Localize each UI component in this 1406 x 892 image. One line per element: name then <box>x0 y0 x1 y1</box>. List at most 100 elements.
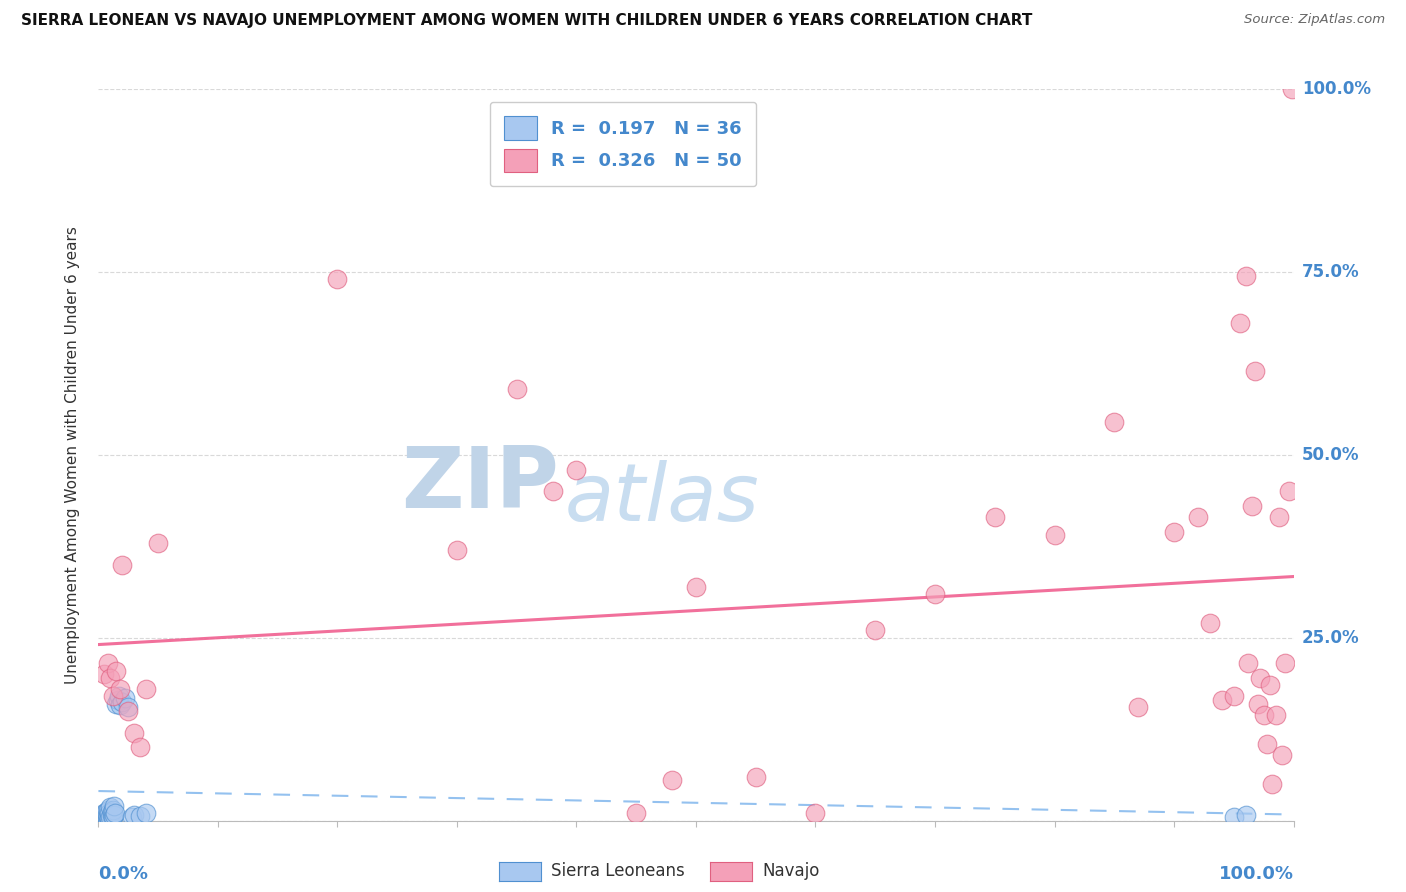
Point <box>98 671 122 685</box>
Point <box>103 799 125 814</box>
Point <box>1271 747 1294 762</box>
Y-axis label: Unemployment Among Women with Children Under 6 years: Unemployment Among Women with Children U… <box>65 226 80 684</box>
Point <box>91 811 114 825</box>
Point <box>1043 528 1066 542</box>
Point <box>1211 693 1233 707</box>
Point <box>1102 415 1125 429</box>
Text: 50.0%: 50.0% <box>1302 446 1360 464</box>
Text: 0.0%: 0.0% <box>98 864 149 882</box>
Point <box>124 726 146 740</box>
Point <box>1163 524 1185 539</box>
Text: SIERRA LEONEAN VS NAVAJO UNEMPLOYMENT AMONG WOMEN WITH CHILDREN UNDER 6 YEARS CO: SIERRA LEONEAN VS NAVAJO UNEMPLOYMENT AM… <box>21 13 1032 29</box>
Point <box>1264 707 1286 722</box>
Point <box>98 806 121 821</box>
Point <box>117 704 139 718</box>
Text: Sierra Leoneans: Sierra Leoneans <box>551 863 685 880</box>
Point <box>135 806 157 821</box>
Point <box>804 806 827 821</box>
Point <box>114 690 136 705</box>
Point <box>93 667 115 681</box>
Point <box>1281 82 1303 96</box>
Point <box>98 811 121 825</box>
Point <box>745 770 768 784</box>
Point <box>1187 510 1209 524</box>
Point <box>101 690 124 704</box>
Point <box>90 812 112 826</box>
Point <box>96 811 118 825</box>
Point <box>93 810 115 824</box>
Point <box>93 806 115 821</box>
Point <box>148 535 170 549</box>
Point <box>117 700 139 714</box>
Point <box>1244 364 1267 378</box>
Point <box>108 698 131 712</box>
Point <box>129 740 152 755</box>
Text: Source: ZipAtlas.com: Source: ZipAtlas.com <box>1244 13 1385 27</box>
Point <box>100 807 122 822</box>
Point <box>1278 484 1301 499</box>
Point <box>565 462 588 476</box>
Point <box>121 810 143 824</box>
Point <box>111 695 134 709</box>
Point <box>1258 678 1281 692</box>
Point <box>98 810 122 824</box>
Point <box>105 697 128 711</box>
Point <box>94 805 117 819</box>
Text: 75.0%: 75.0% <box>1302 263 1360 281</box>
Point <box>326 272 349 286</box>
Point <box>103 807 125 822</box>
Point <box>1222 690 1246 704</box>
Text: 100.0%: 100.0% <box>1219 864 1294 882</box>
Point <box>105 664 128 678</box>
Point <box>1234 807 1257 822</box>
Point <box>101 810 124 824</box>
Point <box>446 543 468 558</box>
Point <box>1256 737 1278 751</box>
Point <box>98 800 122 814</box>
Point <box>108 681 131 696</box>
Point <box>97 657 120 671</box>
Point <box>863 624 886 638</box>
Point <box>924 587 946 601</box>
Point <box>1249 671 1271 685</box>
Point <box>124 807 146 822</box>
Point <box>624 806 647 821</box>
Point <box>97 803 120 817</box>
Point <box>135 681 157 696</box>
Point <box>685 580 707 594</box>
Point <box>129 809 152 823</box>
Point <box>1274 657 1296 671</box>
Point <box>101 803 124 817</box>
Point <box>1246 697 1268 711</box>
Text: atlas: atlas <box>565 459 759 538</box>
Point <box>100 805 122 819</box>
Text: 25.0%: 25.0% <box>1302 629 1360 647</box>
Point <box>1261 777 1284 791</box>
Point <box>111 558 134 572</box>
Point <box>541 484 564 499</box>
Point <box>94 809 117 823</box>
Point <box>1229 316 1251 330</box>
Point <box>1253 707 1275 722</box>
Point <box>1268 510 1291 524</box>
Point <box>107 690 129 704</box>
Point <box>107 693 129 707</box>
Point <box>97 809 120 823</box>
Point <box>96 807 118 822</box>
Point <box>91 807 114 822</box>
Point <box>91 810 114 824</box>
Point <box>104 806 127 821</box>
Point <box>506 382 529 396</box>
Point <box>1198 616 1220 631</box>
Text: 100.0%: 100.0% <box>1302 80 1371 98</box>
Point <box>661 773 683 788</box>
Point <box>1128 700 1150 714</box>
Point <box>983 510 1005 524</box>
Legend: R =  0.197   N = 36, R =  0.326   N = 50: R = 0.197 N = 36, R = 0.326 N = 50 <box>489 102 756 186</box>
Point <box>1237 657 1260 671</box>
Point <box>1240 499 1263 513</box>
Point <box>1234 268 1257 283</box>
Text: ZIP: ZIP <box>401 442 558 525</box>
Text: Navajo: Navajo <box>762 863 820 880</box>
Point <box>1222 810 1246 824</box>
